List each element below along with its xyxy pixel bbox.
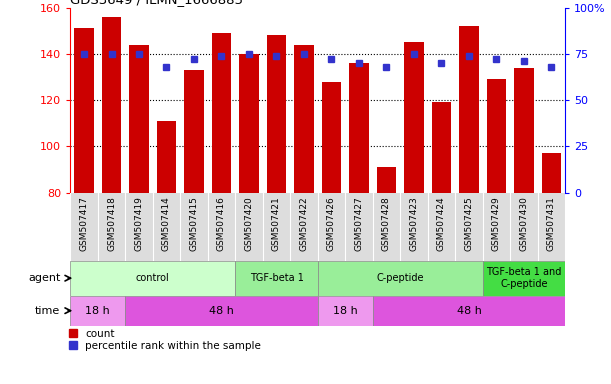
Text: 18 h: 18 h [86,306,110,316]
Text: GSM507419: GSM507419 [134,196,144,251]
Text: GSM507428: GSM507428 [382,196,391,251]
Bar [185,70,203,193]
Text: 18 h: 18 h [333,306,357,316]
Bar [125,296,318,326]
Bar [130,45,148,193]
Text: GSM507425: GSM507425 [464,196,474,251]
Text: GSM507431: GSM507431 [547,196,556,251]
Bar [542,153,561,193]
Bar [212,33,231,193]
Text: C-peptide: C-peptide [376,273,424,283]
Bar [318,261,483,296]
Text: control: control [136,273,170,283]
Bar [75,28,93,193]
Text: GSM507418: GSM507418 [107,196,116,251]
Bar [514,68,533,193]
Text: GSM507417: GSM507417 [79,196,89,251]
Text: GSM507424: GSM507424 [437,196,446,251]
Bar [295,45,313,193]
Bar [483,261,565,296]
Bar [322,82,341,193]
Text: GSM507426: GSM507426 [327,196,336,251]
Bar [267,35,286,193]
Bar [102,17,121,193]
Legend: count, percentile rank within the sample: count, percentile rank within the sample [70,329,261,351]
Text: time: time [35,306,60,316]
Bar [349,63,368,193]
Text: GSM507429: GSM507429 [492,196,501,251]
Bar [235,261,318,296]
Text: GSM507430: GSM507430 [519,196,529,251]
Bar [377,167,396,193]
Text: GSM507420: GSM507420 [244,196,254,251]
Text: GSM507414: GSM507414 [162,196,171,251]
Text: 48 h: 48 h [209,306,234,316]
Text: GSM507415: GSM507415 [189,196,199,251]
Text: agent: agent [28,273,60,283]
Text: GSM507423: GSM507423 [409,196,419,251]
Text: TGF-beta 1: TGF-beta 1 [249,273,304,283]
Text: GDS3649 / ILMN_1666885: GDS3649 / ILMN_1666885 [70,0,243,7]
Bar [240,54,258,193]
Bar [373,296,565,326]
Bar [487,79,506,193]
Text: 48 h: 48 h [456,306,481,316]
Bar [432,103,451,193]
Text: GSM507427: GSM507427 [354,196,364,251]
Bar [459,26,478,193]
Bar [70,261,235,296]
Text: GSM507421: GSM507421 [272,196,281,251]
Text: GSM507416: GSM507416 [217,196,226,251]
Bar [404,42,423,193]
Text: GSM507422: GSM507422 [299,196,309,251]
Bar [70,296,125,326]
Bar [318,296,373,326]
Text: TGF-beta 1 and
C-peptide: TGF-beta 1 and C-peptide [486,267,562,289]
Bar [157,121,176,193]
